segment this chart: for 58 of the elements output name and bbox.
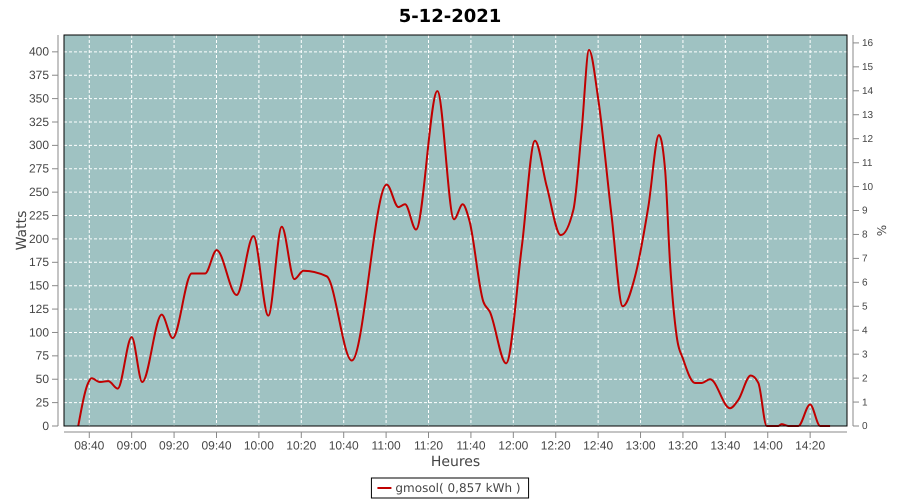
- x-tick-label: 11:20: [414, 438, 444, 453]
- y2-tick-label: 5: [862, 301, 868, 312]
- y-tick-label: 275: [28, 162, 50, 176]
- y-tick-label: 50: [36, 372, 50, 386]
- y2-tick-label: 10: [862, 182, 874, 193]
- x-axis-title: Heures: [430, 454, 480, 470]
- x-tick-label: 14:00: [752, 438, 784, 453]
- x-tick-label: 12:40: [583, 438, 614, 453]
- y2-tick-label: 14: [862, 86, 874, 97]
- y-tick-label: 100: [28, 325, 50, 340]
- legend-label: gmosol( 0,857 kWh ): [395, 481, 521, 495]
- x-tick-label: 13:00: [626, 438, 656, 453]
- y-tick-label: 150: [28, 278, 50, 293]
- x-tick-label: 14:20: [795, 438, 826, 453]
- y2-tick-label: 7: [862, 254, 868, 265]
- y2-tick-label: 4: [862, 325, 868, 336]
- y-tick-label: 225: [28, 208, 50, 222]
- y2-tick-label: 12: [862, 134, 874, 145]
- y-tick-label: 375: [28, 68, 50, 82]
- y2-axis-title: %: [875, 224, 889, 236]
- y2-tick-label: 11: [862, 158, 873, 169]
- y-tick-label: 75: [36, 348, 50, 363]
- x-tick-label: 11:00: [372, 438, 401, 453]
- y2-tick-label: 16: [862, 38, 874, 50]
- x-tick-label: 09:00: [116, 438, 148, 453]
- x-tick-label: 08:40: [74, 438, 105, 453]
- y-tick-label: 200: [28, 232, 50, 246]
- y2-tick-label: 6: [862, 278, 868, 289]
- chart-title: 5-12-2021: [398, 6, 502, 27]
- x-tick-label: 10:20: [286, 438, 317, 453]
- y-tick-label: 300: [28, 138, 50, 152]
- x-tick-label: 09:40: [201, 438, 232, 453]
- y2-tick-label: 1: [862, 397, 868, 408]
- y2-tick-label: 15: [862, 62, 874, 74]
- y2-tick-label: 9: [862, 206, 868, 217]
- y2-tick-label: 8: [862, 230, 868, 241]
- x-tick-label: 11:40: [456, 438, 486, 453]
- line-series: [77, 48, 832, 427]
- y-tick-label: 0: [42, 418, 50, 433]
- x-tick-label: 13:40: [710, 438, 741, 453]
- x-tick-label: 09:20: [159, 438, 190, 453]
- y-tick-label: 175: [28, 255, 50, 270]
- y2-tick-label: 3: [862, 349, 868, 360]
- y-tick-label: 325: [28, 114, 50, 129]
- x-tick-label: 10:40: [328, 438, 360, 453]
- y2-tick-label: 2: [862, 373, 868, 384]
- y2-tick-label: 13: [862, 110, 874, 121]
- y2-tick-label: 0: [862, 421, 868, 432]
- x-tick-label: 10:00: [244, 438, 274, 453]
- y-axis-title: Watts: [14, 210, 30, 250]
- y-tick-label: 125: [28, 302, 50, 316]
- x-tick-label: 13:20: [668, 438, 698, 453]
- y-tick-label: 250: [28, 184, 50, 199]
- y-tick-label: 350: [28, 91, 50, 106]
- x-tick-label: 12:00: [498, 438, 529, 453]
- x-tick-label: 12:20: [540, 438, 572, 453]
- y-tick-label: 400: [28, 44, 50, 59]
- y-tick-label: 25: [36, 395, 50, 410]
